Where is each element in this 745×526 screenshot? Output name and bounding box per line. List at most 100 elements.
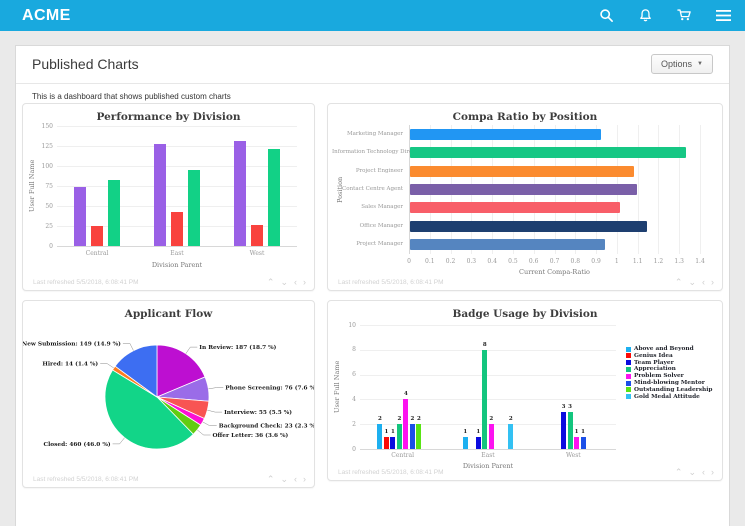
x-category-label: East	[481, 452, 495, 459]
bar-value-label: 1	[581, 428, 585, 435]
pie-slice-label: Background Check: 23 (2.3 %)	[219, 423, 314, 430]
x-tick-label: 0.6	[528, 258, 539, 265]
bar-value-label: 2	[410, 416, 415, 423]
bar-Central-2	[108, 180, 120, 246]
pie-label-line	[202, 421, 217, 426]
x-tick-label: 0.2	[445, 258, 456, 265]
y-tick-label: 75	[45, 182, 53, 190]
bar-value-label: 1	[390, 428, 395, 435]
y-category-label: Marketing Manager	[346, 130, 403, 137]
bar-value-label: 4	[403, 391, 408, 398]
legend-swatch	[626, 353, 631, 359]
x-tick-label: 0	[407, 258, 411, 265]
bar-West-Team Player	[561, 411, 567, 449]
legend-label: Mind-blowing Mentor	[634, 380, 705, 386]
chart-card-compa-ratio-by-position: Compa Ratio by Position Position 0 0.1 0.2 0.…	[327, 103, 723, 291]
y-tick-label: 10	[348, 321, 356, 329]
expand-down-icon[interactable]: ⌄	[280, 474, 288, 484]
y-category-label: Office Manager	[359, 222, 403, 229]
legend-item-Above and Beyond: Above and Beyond	[626, 346, 694, 352]
gridline	[575, 125, 577, 254]
x-category-label: East	[170, 250, 184, 257]
prev-icon[interactable]: ‹	[294, 474, 297, 484]
collapse-up-icon[interactable]: ⌃	[266, 277, 275, 287]
pie-slice-New Submission	[114, 344, 158, 398]
pie-slice-Phone Screening	[156, 376, 210, 402]
bar-East-Problem Solver	[488, 424, 494, 449]
brand-logo[interactable]: ACME	[22, 6, 71, 24]
bar-East-Above and Beyond	[462, 436, 468, 449]
pie-slice-Background Check	[156, 396, 205, 426]
pie-slice-label: Phone Screening: 76 (7.6 %)	[225, 385, 314, 392]
bar-West-Problem Solver	[574, 436, 580, 449]
caret-down-icon: ▼	[697, 61, 703, 67]
chart-title: Badge Usage by Division	[452, 308, 598, 320]
prev-icon[interactable]: ‹	[702, 467, 705, 477]
gridline	[700, 125, 701, 254]
collapse-up-icon[interactable]: ⌃	[674, 467, 683, 477]
pie-label-line	[207, 409, 223, 413]
notifications-bell-icon[interactable]	[637, 8, 653, 24]
search-icon[interactable]	[598, 8, 614, 24]
bar-East-Team Player	[475, 436, 481, 449]
card-footer: Last refreshed 5/5/2018, 6:08:41 PM ⌃ ⌄ …	[33, 278, 306, 287]
y-category-label: Information Technology Director	[332, 149, 424, 156]
legend-label: Problem Solver	[634, 373, 684, 380]
options-button[interactable]: Options ▼	[651, 54, 713, 74]
cart-icon[interactable]	[676, 8, 692, 24]
y-tick-label: 0	[352, 445, 356, 453]
pie-label-line	[122, 343, 134, 351]
gridline	[57, 166, 297, 167]
options-button-label: Options	[661, 59, 693, 69]
x-tick-label: 0.3	[466, 258, 477, 265]
prev-icon[interactable]: ‹	[702, 277, 705, 287]
bar-West-0	[234, 141, 246, 246]
bar-value-label: 2	[508, 416, 513, 423]
legend-label: Genius Idea	[634, 352, 673, 359]
expand-down-icon[interactable]: ⌄	[688, 467, 696, 477]
bar-value-label: 1	[476, 428, 481, 435]
expand-down-icon[interactable]: ⌄	[688, 277, 696, 287]
prev-icon[interactable]: ‹	[294, 277, 297, 287]
bar-Office Manager	[410, 220, 647, 232]
pie-slice-label: Offer Letter: 36 (3.6 %)	[213, 432, 289, 439]
menu-hamburger-icon[interactable]	[715, 8, 731, 24]
y-tick-label: 6	[352, 371, 356, 379]
bar-Central-1	[91, 226, 103, 246]
x-tick-label: 1.2	[653, 258, 664, 265]
next-icon[interactable]: ›	[303, 277, 306, 287]
bar-value-label: 2	[377, 416, 382, 423]
bar-value-label: 3	[568, 403, 572, 410]
card-footer: Last refreshed 5/5/2018, 6:08:41 PM ⌃ ⌄ …	[338, 468, 714, 477]
gridline	[616, 125, 618, 254]
card-controls: ⌃ ⌄ ‹ ›	[267, 278, 306, 287]
bar-Sales Manager	[410, 202, 620, 214]
gridline	[450, 125, 452, 254]
collapse-up-icon[interactable]: ⌃	[266, 474, 275, 484]
y-category-label: Project Manager	[356, 241, 403, 248]
gridline	[679, 125, 681, 254]
expand-down-icon[interactable]: ⌄	[280, 277, 288, 287]
page-description: This is a dashboard that shows published…	[32, 92, 231, 101]
gridline	[512, 125, 514, 254]
performance-by-division-chart: Performance by Division User Full Name 0 25…	[23, 104, 314, 290]
gridline	[360, 349, 616, 351]
gridline	[57, 126, 297, 127]
legend-item-Outstanding Leadership: Outstanding Leadership	[626, 387, 712, 393]
x-tick-label: 1.3	[674, 258, 684, 265]
x-category-label: Central	[391, 452, 415, 459]
next-icon[interactable]: ›	[711, 467, 714, 477]
next-icon[interactable]: ›	[711, 277, 714, 287]
legend-label: Above and Beyond	[634, 346, 694, 352]
bar-West-2	[268, 149, 280, 246]
collapse-up-icon[interactable]: ⌃	[674, 277, 683, 287]
legend-label: Gold Medal Attitude	[634, 393, 700, 400]
bar-East-1	[171, 211, 183, 246]
next-icon[interactable]: ›	[303, 474, 306, 484]
chart-card-badge-usage-by-division: Badge Usage by Division User Full Name 0 2 4…	[327, 300, 723, 481]
x-tick-label: 0.5	[508, 258, 518, 265]
y-tick-label: 4	[352, 395, 356, 403]
card-controls: ⌃ ⌄ ‹ ›	[675, 278, 714, 287]
gridline	[57, 206, 297, 207]
bar-value-label: 8	[482, 341, 487, 348]
